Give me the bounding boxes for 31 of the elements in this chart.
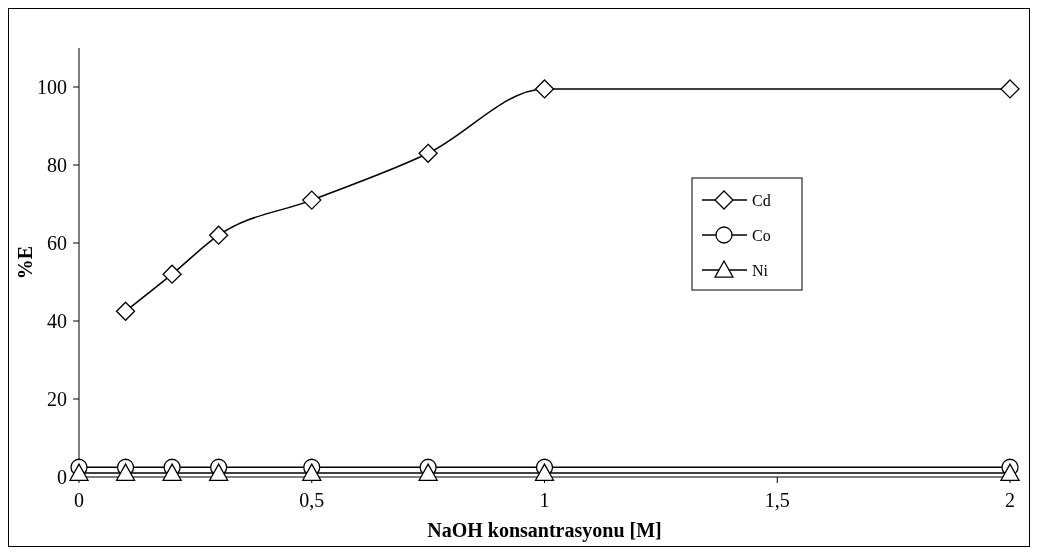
point xyxy=(115,463,136,481)
point xyxy=(69,463,89,481)
point xyxy=(209,225,229,245)
legend-label: Cd xyxy=(752,191,771,209)
point xyxy=(162,463,182,481)
x-tick-label: 1 xyxy=(539,489,550,511)
y-tick-label: 60 xyxy=(47,232,67,254)
y-tick-label: 0 xyxy=(57,466,67,488)
y-tick-label: 40 xyxy=(47,310,67,332)
point xyxy=(209,463,229,481)
y-tick-label: 80 xyxy=(47,154,67,176)
point xyxy=(302,463,322,481)
y-tick-label: 100 xyxy=(37,76,67,98)
legend-label: Ni xyxy=(752,261,769,279)
point xyxy=(115,301,136,321)
point xyxy=(302,190,322,210)
x-tick-label: 0,5 xyxy=(299,489,325,511)
point xyxy=(1000,79,1020,99)
y-axis-title: %E xyxy=(14,245,36,280)
point xyxy=(1000,463,1020,481)
point xyxy=(534,463,555,481)
point xyxy=(162,264,182,284)
legend-label: Co xyxy=(752,226,771,244)
x-tick-label: 2 xyxy=(1005,489,1015,511)
y-tick-label: 20 xyxy=(47,388,67,410)
point xyxy=(418,463,438,481)
point xyxy=(534,79,555,99)
point xyxy=(418,143,438,163)
x-tick-label: 0 xyxy=(74,489,84,511)
x-axis-title: NaOH konsantrasyonu [M] xyxy=(427,519,662,542)
x-tick-label: 1,5 xyxy=(764,489,790,511)
